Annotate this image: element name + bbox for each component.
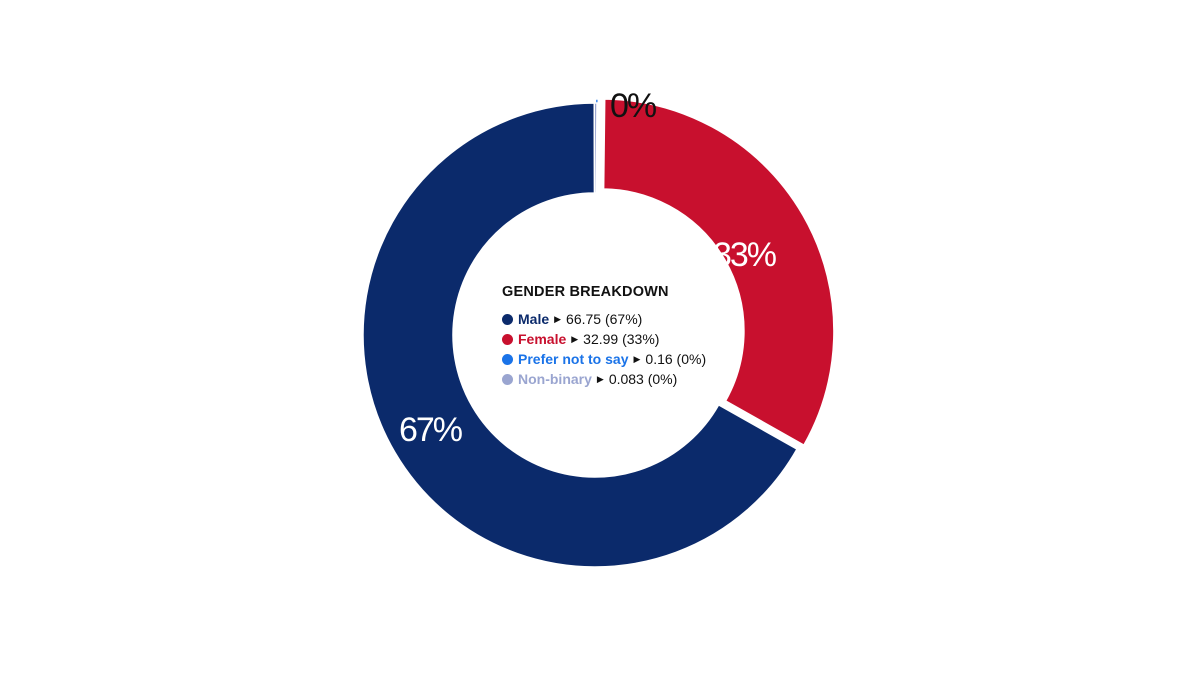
chart-title: GENDER BREAKDOWN [502,284,669,300]
legend-dot-icon [502,353,513,365]
slice-label-female: 33% [713,236,777,274]
arrow-right-icon: ▶ [571,333,579,344]
legend-name: Male [518,311,550,327]
slice-female [602,98,835,447]
slice-label-prefer-not-to-say: 0% [610,87,657,125]
legend-item-prefer-not-to-say: Prefer not to say ▶ 0.16 (0%) [502,349,762,369]
legend-item-non-binary: Non-binary ▶ 0.083 (0%) [502,369,762,389]
legend-item-female: Female ▶ 32.99 (33%) [502,329,762,349]
legend-value: 66.75 (67%) [566,311,643,327]
legend-dot-icon [502,313,513,325]
legend-rows: Male ▶ 66.75 (67%) Female ▶ 32.99 (33%) Prefer… [502,309,762,389]
legend-name: Female [518,331,567,347]
slice-male [362,102,799,568]
arrow-right-icon: ▶ [633,353,641,364]
legend-value: 0.083 (0%) [608,371,678,387]
slice-labels: 67% 33% 0% [399,87,779,449]
slice-label-male: 67% [399,411,463,449]
arrow-right-icon: ▶ [554,313,562,324]
arrow-right-icon: ▶ [596,373,604,384]
legend-dot-icon [502,373,513,385]
chart-legend: GENDER BREAKDOWN Male ▶ 66.75 (67%) Female ▶… [502,284,762,389]
legend-value: 0.16 (0%) [645,351,707,367]
legend-name: Non-binary [518,371,592,387]
legend-item-male: Male ▶ 66.75 (67%) [502,309,762,329]
legend-value: 32.99 (33%) [583,331,660,347]
legend-dot-icon [502,333,513,345]
slice-non-binary [593,102,598,194]
donut-slices [362,98,835,568]
legend-name: Prefer not to say [518,351,629,367]
